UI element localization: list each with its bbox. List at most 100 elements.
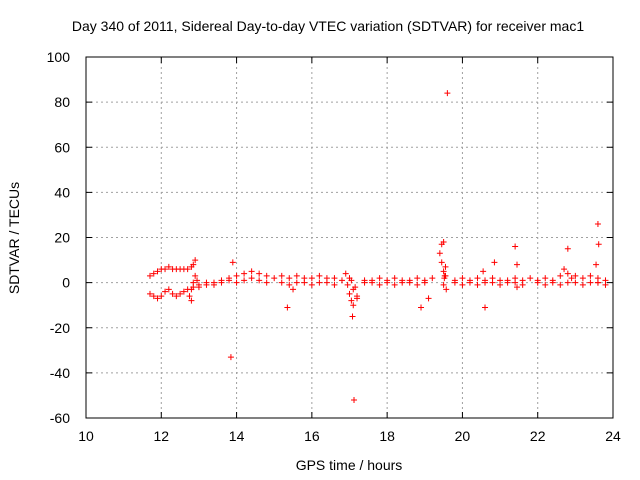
data-point bbox=[593, 261, 600, 268]
data-point bbox=[165, 286, 172, 293]
x-tick-label: 16 bbox=[304, 428, 320, 444]
x-tick-label: 18 bbox=[379, 428, 395, 444]
data-point bbox=[316, 279, 323, 286]
data-point bbox=[248, 275, 255, 282]
data-point bbox=[256, 277, 263, 284]
data-point bbox=[190, 261, 197, 268]
y-tick-label: 20 bbox=[54, 230, 70, 246]
data-point bbox=[263, 279, 270, 286]
data-point bbox=[350, 302, 357, 309]
plot-frame bbox=[85, 56, 614, 419]
data-point bbox=[414, 275, 421, 282]
data-point bbox=[376, 275, 383, 282]
data-point bbox=[595, 241, 602, 248]
x-tick-label: 24 bbox=[605, 428, 621, 444]
data-point bbox=[361, 279, 368, 286]
data-point bbox=[241, 270, 248, 277]
data-point bbox=[441, 272, 448, 279]
data-point bbox=[278, 279, 285, 286]
data-point bbox=[350, 286, 357, 293]
data-point bbox=[188, 297, 195, 304]
data-point bbox=[557, 281, 564, 288]
data-point bbox=[186, 293, 193, 300]
data-point bbox=[301, 279, 308, 286]
data-point bbox=[195, 281, 202, 288]
data-point bbox=[354, 293, 361, 300]
y-tick-label: -40 bbox=[50, 365, 70, 381]
data-point bbox=[169, 290, 176, 297]
grid-lines bbox=[86, 57, 613, 418]
data-point bbox=[146, 272, 153, 279]
data-point bbox=[512, 243, 519, 250]
x-axis-label: GPS time / hours bbox=[296, 457, 403, 473]
data-point bbox=[233, 279, 240, 286]
x-tick-label: 22 bbox=[530, 428, 546, 444]
data-point bbox=[514, 261, 521, 268]
data-point bbox=[480, 268, 487, 275]
data-point bbox=[440, 281, 447, 288]
y-axis-label: SDTVAR / TECUs bbox=[6, 182, 22, 294]
data-point bbox=[425, 295, 432, 302]
data-point bbox=[594, 279, 601, 286]
data-point bbox=[564, 245, 571, 252]
data-point bbox=[348, 277, 355, 284]
data-point bbox=[162, 266, 169, 273]
data-point bbox=[158, 293, 165, 300]
data-point bbox=[154, 268, 161, 275]
data-point bbox=[482, 304, 489, 311]
x-tick-labels: 10 12 14 16 18 20 22 24 bbox=[78, 428, 621, 444]
x-tick-label: 10 bbox=[78, 428, 94, 444]
data-point bbox=[549, 279, 556, 286]
data-point bbox=[440, 239, 447, 246]
data-point bbox=[564, 279, 571, 286]
data-point bbox=[349, 313, 356, 320]
data-point bbox=[338, 277, 345, 284]
data-point bbox=[342, 270, 349, 277]
data-point bbox=[194, 277, 201, 284]
y-tick-label: 40 bbox=[54, 184, 70, 200]
data-point bbox=[519, 281, 526, 288]
data-point bbox=[154, 295, 161, 302]
data-point bbox=[210, 281, 217, 288]
data-point bbox=[146, 290, 153, 297]
data-point bbox=[331, 275, 338, 282]
data-point bbox=[233, 272, 240, 279]
data-point bbox=[579, 275, 586, 282]
y-tick-labels: -60 -40 -20 0 20 40 60 80 100 bbox=[47, 49, 71, 426]
data-point bbox=[572, 279, 579, 286]
data-point bbox=[180, 288, 187, 295]
data-point bbox=[442, 263, 449, 270]
data-point bbox=[376, 281, 383, 288]
data-point bbox=[440, 268, 447, 275]
data-point bbox=[418, 304, 425, 311]
data-point bbox=[459, 275, 466, 282]
data-point bbox=[482, 279, 489, 286]
data-point bbox=[323, 279, 330, 286]
data-point bbox=[443, 286, 450, 293]
data-point bbox=[466, 279, 473, 286]
data-point bbox=[391, 275, 398, 282]
data-point bbox=[587, 272, 594, 279]
data-point bbox=[190, 279, 197, 286]
data-point bbox=[572, 272, 579, 279]
data-point bbox=[504, 279, 511, 286]
data-point bbox=[150, 293, 157, 300]
y-tick-label: -60 bbox=[50, 410, 70, 426]
data-point bbox=[542, 275, 549, 282]
data-point bbox=[271, 275, 278, 282]
data-point bbox=[248, 268, 255, 275]
data-point bbox=[459, 281, 466, 288]
data-point bbox=[406, 279, 413, 286]
x-tick-label: 12 bbox=[153, 428, 169, 444]
y-tick-label: 60 bbox=[54, 139, 70, 155]
data-point bbox=[438, 259, 445, 266]
data-point bbox=[474, 281, 481, 288]
data-point bbox=[203, 279, 210, 286]
data-point bbox=[421, 279, 428, 286]
data-point bbox=[351, 396, 358, 403]
data-point bbox=[564, 270, 571, 277]
data-point bbox=[561, 266, 568, 273]
data-point bbox=[344, 281, 351, 288]
data-point bbox=[594, 220, 601, 227]
